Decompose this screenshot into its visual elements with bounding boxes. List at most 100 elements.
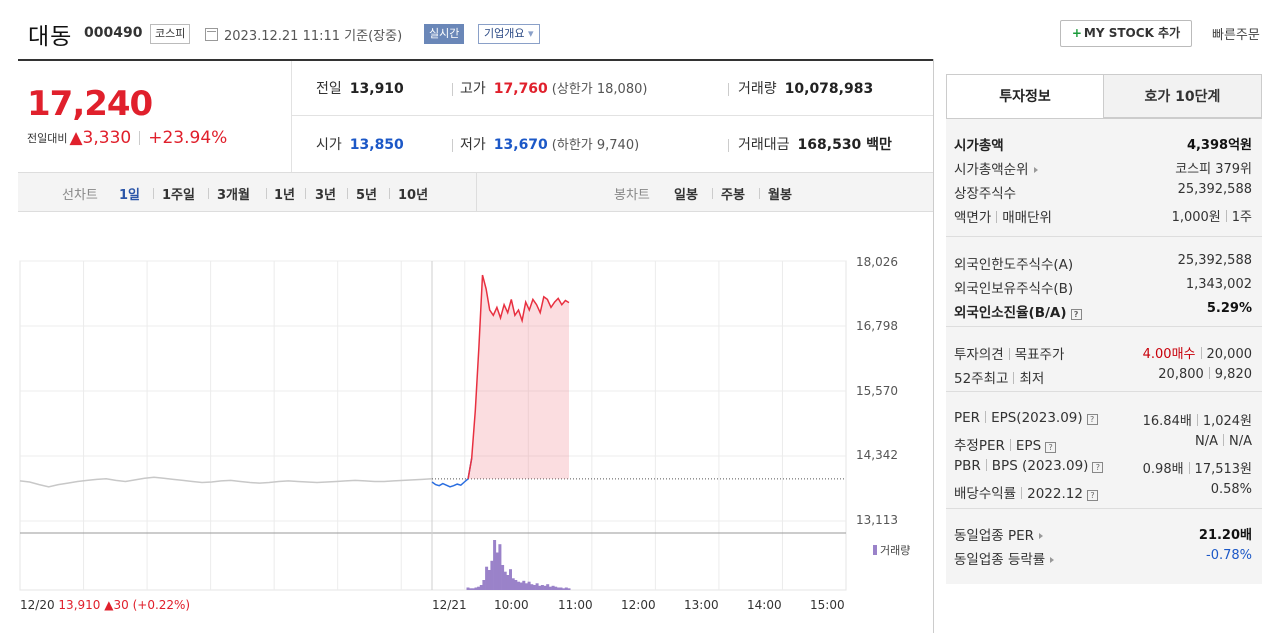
plus-icon: + xyxy=(1071,26,1082,40)
company-overview-dropdown[interactable]: 기업개요 xyxy=(478,24,540,44)
x-tick-label: 12:00 xyxy=(621,598,656,612)
period-1w[interactable]: 1주일 xyxy=(162,188,195,203)
today-line-below xyxy=(431,458,473,488)
price-chart[interactable]: 18,026 16,798 15,570 14,342 13,113 거래량 1… xyxy=(18,212,933,633)
y-tick-label: 18,026 xyxy=(856,255,898,269)
period-5y[interactable]: 5년 xyxy=(356,188,378,203)
stat-low: 저가 13,670 (하한가 9,740) xyxy=(460,137,640,153)
prev-day-info: 12/20 13,910 ▲30 (+0.22%) xyxy=(20,598,191,612)
volume-bar xyxy=(503,571,507,590)
info-row: PBR BPS (2023.09)? 0.98배 17,513원 xyxy=(954,458,1252,477)
help-icon[interactable]: ? xyxy=(1070,309,1082,320)
tab-investment-info[interactable]: 투자정보 xyxy=(946,74,1104,118)
period-3y[interactable]: 3년 xyxy=(315,188,337,203)
candle-weekly[interactable]: 주봉 xyxy=(721,188,745,203)
plot-frame xyxy=(19,260,847,591)
chart-toolbar: 선차트 1일 1주일 3개월 1년 3년 5년 10년 봉차트 일봉 주봉 월봉 xyxy=(18,172,933,212)
stock-code: 000490 xyxy=(84,25,143,41)
volume-bar xyxy=(538,585,542,590)
help-icon[interactable]: ? xyxy=(1092,462,1104,473)
volume-bar xyxy=(548,586,552,590)
volume-bar xyxy=(477,586,481,590)
volume-bar xyxy=(532,585,536,590)
volume-bar xyxy=(490,560,494,590)
info-row[interactable]: 시가총액순위 코스피 379위 xyxy=(954,162,1252,178)
candle-daily[interactable]: 일봉 xyxy=(674,188,698,203)
x-tick-label: 10:00 xyxy=(494,598,529,612)
help-icon[interactable]: ? xyxy=(1086,414,1098,425)
volume-bar xyxy=(495,552,499,590)
volume-bar xyxy=(522,580,526,590)
x-tick-label: 14:00 xyxy=(747,598,782,612)
volume-bar xyxy=(471,588,475,590)
arrow-right-icon xyxy=(1039,533,1044,539)
x-tick-label: 11:00 xyxy=(558,598,593,612)
volume-bar xyxy=(482,580,486,590)
help-icon[interactable]: ? xyxy=(1045,442,1057,453)
volume-bar xyxy=(474,587,478,590)
stats-row-1: 전일 13,910 고가 17,760 (상한가 18,080) 거래량 10,078,… xyxy=(292,61,933,116)
stat-prev-close: 전일 13,910 xyxy=(316,81,404,97)
tab-order-book[interactable]: 호가 10단계 xyxy=(1104,74,1262,118)
volume-legend: 거래량 xyxy=(873,542,910,558)
volume-bar xyxy=(530,584,534,590)
panel-divider xyxy=(933,59,934,633)
separator xyxy=(139,131,141,145)
period-1d[interactable]: 1일 xyxy=(119,188,141,203)
price-change-rate: +23.94% xyxy=(148,128,228,148)
price-summary: 17,240 전일대비 ▲3,330 +23.94% xyxy=(18,61,292,172)
help-icon[interactable]: ? xyxy=(1086,490,1098,501)
info-row: 배당수익률 2022.12? 0.58% xyxy=(954,482,1252,502)
price-chart-svg xyxy=(19,260,847,591)
volume-bar xyxy=(543,585,547,590)
add-my-stock-label: MY STOCK 추가 xyxy=(1083,26,1181,40)
arrow-right-icon xyxy=(1033,167,1038,173)
volume-bar xyxy=(498,544,502,590)
realtime-button[interactable]: 실시간 xyxy=(424,24,465,44)
volume-bar xyxy=(519,582,523,590)
price-change-row: 전일대비 ▲3,330 +23.94% xyxy=(27,128,227,148)
x-tick-label: 15:00 xyxy=(810,598,845,612)
info-row: 투자의견 목표주가 4.00매수 20,000 xyxy=(954,347,1252,363)
volume-bar xyxy=(487,570,491,590)
y-tick-label: 13,113 xyxy=(856,513,898,527)
volume-bar xyxy=(562,588,566,590)
volume-bar xyxy=(493,540,497,590)
stat-high: 고가 17,760 (상한가 18,080) xyxy=(460,81,648,97)
info-row: 액면가 매매단위 1,000원 1주 xyxy=(954,210,1252,226)
candle-chart-label: 봉차트 xyxy=(614,188,650,203)
industry-group: 동일업종 PER 21.20배 동일업종 등락률 -0.78% xyxy=(946,509,1262,585)
stat-open: 시가 13,850 xyxy=(316,137,404,153)
volume-bar xyxy=(546,584,550,590)
volume-bar xyxy=(469,588,473,590)
volume-bar xyxy=(479,585,483,590)
change-label: 전일대비 xyxy=(27,132,68,145)
info-row: PER EPS(2023.09)? 16.84배 1,024원 xyxy=(954,410,1252,429)
info-row: 상장주식수 25,392,588 xyxy=(954,182,1252,202)
info-row: 시가총액 4,398억원 xyxy=(954,138,1252,154)
volume-bar xyxy=(559,587,563,590)
add-my-stock-button[interactable]: + MY STOCK 추가 xyxy=(1060,20,1192,47)
prev-day-line xyxy=(19,476,433,488)
calendar-icon xyxy=(205,28,218,41)
quote-stats: 전일 13,910 고가 17,760 (상한가 18,080) 거래량 10,078,… xyxy=(292,61,933,172)
info-body: 시가총액 4,398억원 시가총액순위 코스피 379위 상장주식수 25,392,5… xyxy=(946,118,1262,584)
market-cap-group: 시가총액 4,398억원 시가총액순위 코스피 379위 상장주식수 25,392,5… xyxy=(946,119,1262,237)
volume-bar xyxy=(525,583,528,590)
info-row[interactable]: 동일업종 PER 21.20배 xyxy=(954,528,1252,544)
period-10y[interactable]: 10년 xyxy=(398,188,429,203)
volume-bar xyxy=(564,587,568,590)
price-change: ▲3,330 xyxy=(69,128,132,148)
volume-bar xyxy=(517,581,520,590)
info-row[interactable]: 동일업종 등락률 -0.78% xyxy=(954,548,1252,568)
candle-monthly[interactable]: 월봉 xyxy=(768,188,792,203)
info-tabs: 투자정보 호가 10단계 xyxy=(946,74,1262,118)
current-price: 17,240 xyxy=(27,84,153,124)
header-divider xyxy=(18,59,933,61)
quick-order-link[interactable]: 빠른주문 xyxy=(1212,28,1260,43)
volume-bar xyxy=(540,585,544,590)
line-chart-label: 선차트 xyxy=(62,188,98,203)
period-1y[interactable]: 1년 xyxy=(274,188,296,203)
period-3m[interactable]: 3개월 xyxy=(217,188,250,203)
info-row: 외국인한도주식수(A) 25,392,588 xyxy=(954,253,1252,273)
